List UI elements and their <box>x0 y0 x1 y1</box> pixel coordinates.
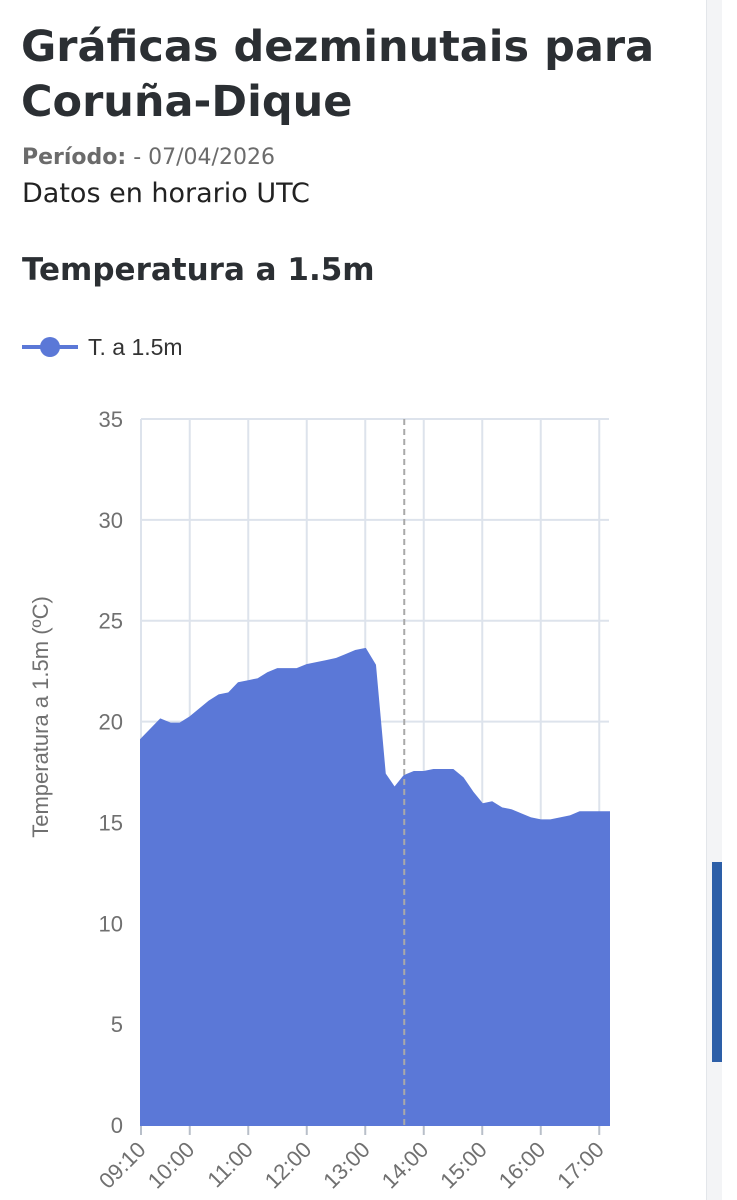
y-axis-label: Temperatura a 1.5m (ºC) <box>28 596 53 838</box>
x-tick-label: 15:00 <box>435 1137 492 1194</box>
x-tick-label: 16:00 <box>494 1137 551 1194</box>
y-tick-label: 25 <box>99 609 123 634</box>
period-line: Período: - 07/04/2026 <box>22 145 275 170</box>
chart-legend[interactable]: T. a 1.5m <box>22 330 183 364</box>
y-tick-label: 15 <box>99 810 123 835</box>
period-label: Período: <box>22 145 127 170</box>
x-tick-label: 13:00 <box>318 1137 375 1194</box>
temperature-area <box>140 647 610 1126</box>
utc-note: Datos en horario UTC <box>22 178 310 209</box>
scrollbar-track[interactable] <box>706 0 722 1200</box>
y-tick-label: 20 <box>99 710 123 735</box>
x-tick-label: 12:00 <box>260 1137 317 1194</box>
legend-series-icon <box>22 337 78 357</box>
y-axis-ticks: 0 5 10 15 20 25 30 35 <box>99 407 123 1138</box>
y-tick-label: 10 <box>99 911 123 936</box>
x-tick-label: 14:00 <box>377 1137 434 1194</box>
legend-dot-icon <box>40 337 60 357</box>
x-tick-label: 11:00 <box>202 1137 257 1192</box>
legend-label: T. a 1.5m <box>88 333 183 360</box>
section-title: Temperatura a 1.5m <box>22 252 375 288</box>
y-tick-label: 35 <box>99 407 123 432</box>
x-tick-label: 17:00 <box>552 1137 609 1194</box>
page-title: Gráficas dezminutais para Coruña-Dique <box>21 22 655 127</box>
content-area: Gráficas dezminutais para Coruña-Dique P… <box>0 0 722 1200</box>
y-tick-label: 0 <box>111 1113 123 1138</box>
x-tick-label: 09:10 <box>94 1137 151 1194</box>
y-tick-label: 30 <box>99 508 123 533</box>
area-layer <box>140 647 610 1126</box>
period-value: - 07/04/2026 <box>126 145 275 170</box>
scrollbar-thumb[interactable] <box>712 862 722 1062</box>
x-tick-label: 10:00 <box>143 1137 200 1194</box>
y-tick-label: 5 <box>111 1012 123 1037</box>
